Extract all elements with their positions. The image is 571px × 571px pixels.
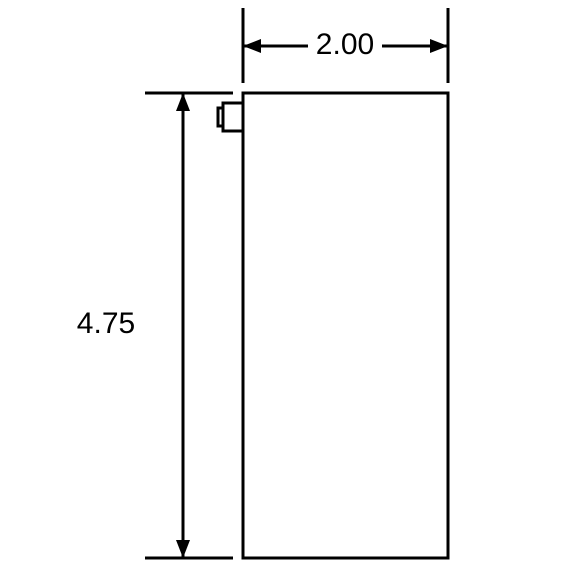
connector-inner	[218, 108, 223, 126]
connector-outer	[223, 103, 243, 131]
height-label: 4.75	[77, 307, 135, 340]
body-rect	[243, 93, 448, 558]
width-label: 2.00	[316, 28, 374, 61]
